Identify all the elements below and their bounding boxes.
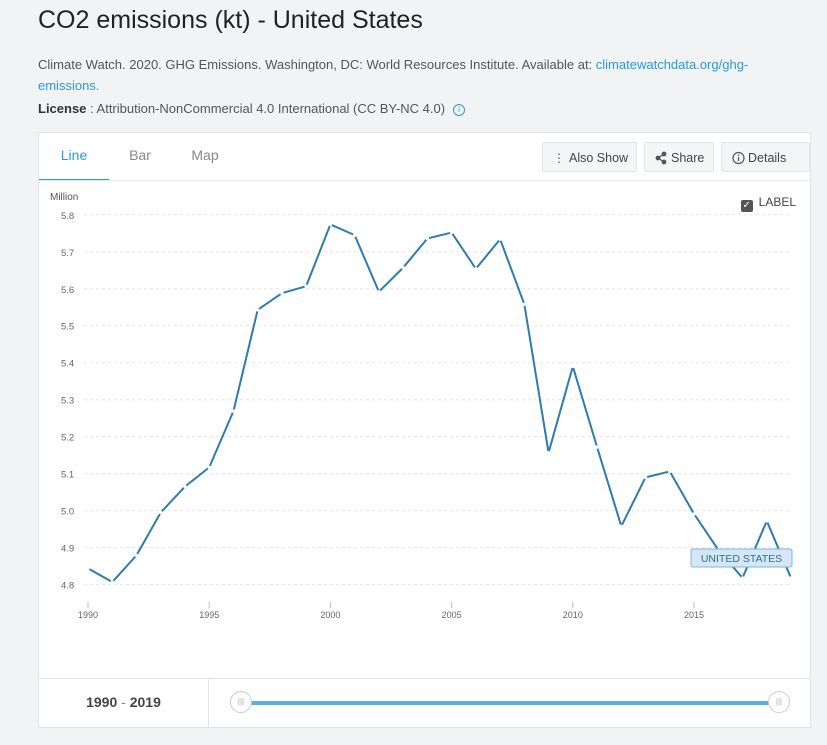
series-label-box bbox=[690, 548, 793, 568]
line-chart: Million 4.8 4.9 5.0 5.1 5.2 5.3 5.4 5.5 5.6 5.7 5.8… bbox=[50, 192, 793, 620]
y-tick-label: 5.6 bbox=[61, 285, 74, 296]
data-point bbox=[740, 576, 745, 580]
data-point bbox=[595, 445, 599, 449]
checkbox-checked-icon[interactable]: ✓ bbox=[740, 200, 753, 212]
data-point bbox=[280, 291, 284, 295]
label-toggle-text: LABEL bbox=[758, 195, 796, 209]
range-slider-end-handle[interactable]: ||| bbox=[768, 691, 790, 713]
info-circle-icon bbox=[732, 143, 745, 184]
share-label: Share bbox=[671, 151, 705, 165]
tab-map[interactable]: Map bbox=[191, 147, 219, 163]
data-point bbox=[377, 289, 381, 294]
tab-line[interactable]: Line bbox=[39, 133, 109, 181]
data-point bbox=[668, 469, 672, 474]
data-point bbox=[425, 236, 430, 241]
x-tick-label: 1990 bbox=[78, 610, 98, 620]
data-point bbox=[692, 512, 696, 516]
chart-panel: Line Bar Map ⋮ Also Show Share Details Mi… bbox=[38, 132, 811, 728]
series-line bbox=[87, 223, 792, 584]
source-text: Climate Watch. 2020. GHG Emissions. Wash… bbox=[38, 57, 596, 72]
label-toggle[interactable]: ✓ LABEL bbox=[740, 195, 796, 212]
range-start: 1990 bbox=[86, 694, 118, 710]
license-line: License : Attribution-NonCommercial 4.0 … bbox=[38, 101, 466, 116]
data-point bbox=[765, 519, 769, 523]
data-point bbox=[522, 302, 527, 307]
data-point bbox=[619, 524, 624, 528]
y-tick-label: 5.4 bbox=[61, 359, 74, 370]
data-point bbox=[183, 484, 187, 489]
data-point bbox=[474, 267, 478, 271]
y-tick-label: 5.0 bbox=[61, 507, 74, 518]
y-tick-label: 5.7 bbox=[61, 248, 74, 259]
tabs-divider bbox=[39, 180, 810, 181]
y-tick-label: 5.5 bbox=[61, 322, 74, 333]
y-axis-unit-label: Million bbox=[50, 192, 78, 203]
data-point bbox=[158, 510, 163, 515]
data-point bbox=[571, 364, 575, 369]
y-tick-label: 5.3 bbox=[61, 396, 74, 407]
series-name-label: UNITED STATES bbox=[701, 553, 782, 565]
x-tick-label: 1995 bbox=[199, 610, 219, 620]
data-point bbox=[789, 576, 793, 580]
data-point bbox=[304, 284, 308, 288]
range-slider-start-handle[interactable]: ||| bbox=[230, 691, 252, 713]
data-point bbox=[328, 222, 333, 227]
license-label: License bbox=[38, 101, 87, 116]
tab-bar[interactable]: Bar bbox=[129, 147, 151, 163]
x-tick-label: 2000 bbox=[320, 610, 340, 620]
data-point bbox=[255, 308, 260, 312]
x-tick-label: 2015 bbox=[684, 610, 704, 620]
data-point bbox=[86, 566, 90, 571]
y-tick-label: 5.2 bbox=[61, 433, 74, 444]
y-tick-label: 4.8 bbox=[61, 581, 74, 592]
data-point bbox=[546, 450, 551, 455]
y-tick-label: 4.9 bbox=[61, 544, 74, 555]
details-label: Details bbox=[748, 151, 787, 165]
also-show-label: Also Show bbox=[569, 151, 629, 165]
details-button[interactable]: Details bbox=[721, 142, 810, 172]
more-vertical-icon: ⋮ bbox=[553, 151, 565, 165]
source-link[interactable]: climatewatchdata.org/ghg-emissions. bbox=[38, 57, 749, 93]
data-point bbox=[134, 553, 139, 558]
x-tick-label: 2010 bbox=[563, 610, 583, 620]
license-text: : Attribution-NonCommercial 4.0 Internat… bbox=[86, 101, 446, 116]
data-point bbox=[643, 475, 648, 480]
source-citation: Climate Watch. 2020. GHG Emissions. Wash… bbox=[38, 54, 798, 96]
y-tick-label: 5.8 bbox=[61, 211, 74, 222]
range-end: 2019 bbox=[129, 694, 161, 710]
info-icon[interactable]: i bbox=[453, 104, 466, 116]
range-slider-track[interactable] bbox=[241, 701, 775, 705]
data-point bbox=[231, 409, 236, 413]
data-point bbox=[352, 233, 357, 237]
y-tick-label: 5.1 bbox=[61, 470, 74, 481]
data-point bbox=[401, 265, 405, 270]
data-point bbox=[498, 237, 502, 241]
year-range: 1990 - 2019 bbox=[39, 679, 209, 728]
share-button[interactable]: Share bbox=[644, 142, 714, 172]
x-tick-label: 2005 bbox=[442, 610, 462, 620]
share-icon bbox=[655, 143, 667, 184]
range-separator: - bbox=[117, 694, 130, 710]
data-point bbox=[110, 580, 114, 584]
page-title: CO2 emissions (kt) - United States bbox=[38, 6, 423, 34]
also-show-button[interactable]: ⋮ Also Show bbox=[542, 142, 637, 172]
data-point bbox=[449, 230, 454, 235]
data-point bbox=[207, 465, 211, 470]
range-footer: 1990 - 2019 ||| ||| bbox=[39, 678, 810, 728]
